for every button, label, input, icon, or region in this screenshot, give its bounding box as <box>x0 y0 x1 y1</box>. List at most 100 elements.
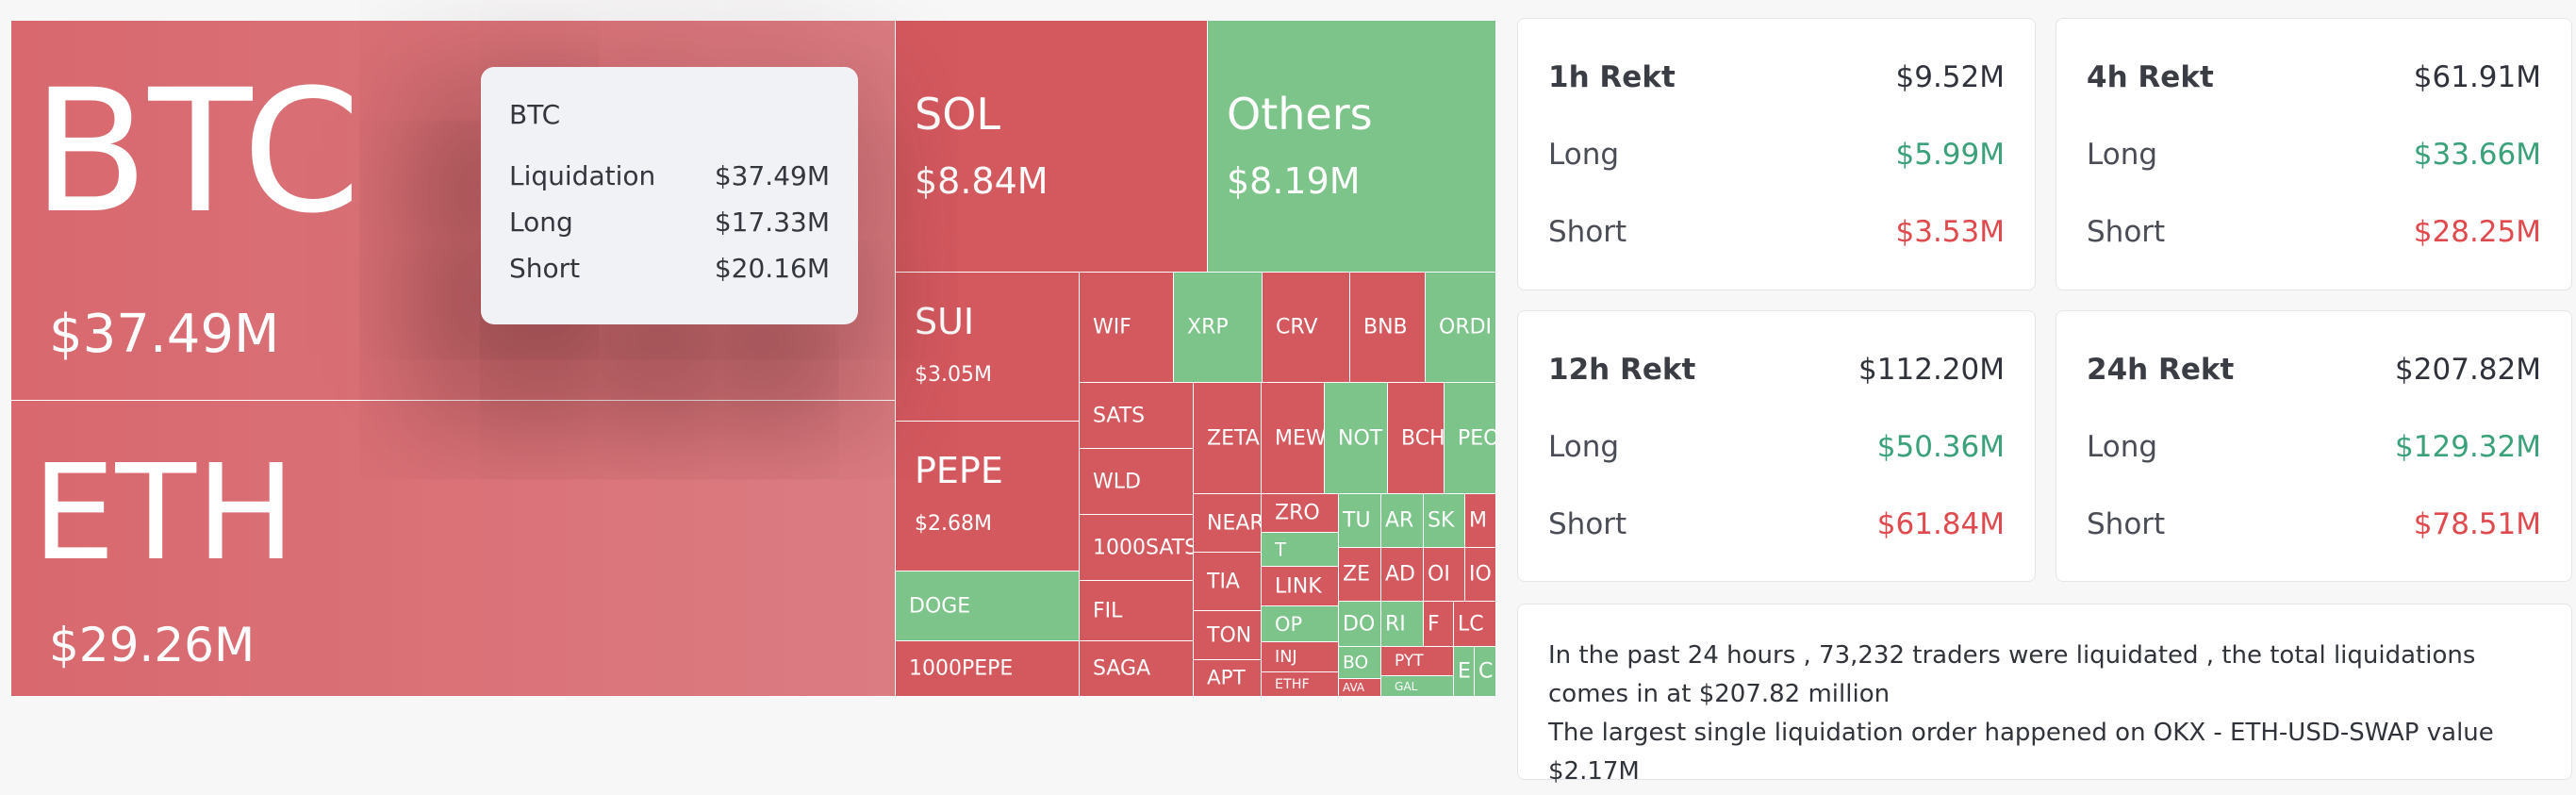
tile-symbol: SATS <box>1093 404 1146 427</box>
long-value: $33.66M <box>2413 138 2541 172</box>
short-label: Short <box>1548 215 1627 249</box>
tile-eth[interactable]: ETH $29.26M <box>11 401 896 697</box>
tile-value: $8.84M <box>915 160 1049 202</box>
tile-symbol: TON <box>1207 623 1252 647</box>
long-label: Long <box>2087 138 2158 172</box>
tile-ava[interactable]: AVA <box>1339 679 1381 697</box>
tile-symbol: ETH <box>32 437 296 590</box>
tooltip-title: BTC <box>509 99 561 130</box>
long-value: $5.99M <box>1895 138 2006 172</box>
tile-do[interactable]: DO <box>1339 602 1381 647</box>
card-total: $61.91M <box>2413 60 2541 94</box>
tile-fil[interactable]: FIL <box>1080 581 1194 641</box>
long-label: Long <box>1548 138 1620 172</box>
tile-near[interactable]: NEAR <box>1194 494 1262 553</box>
tile-lc[interactable]: LC <box>1454 602 1496 647</box>
tile-saga[interactable]: SAGA <box>1080 641 1194 697</box>
tile-symbol: FIL <box>1093 599 1123 622</box>
tile-ar[interactable]: AR <box>1381 494 1424 548</box>
tile-symbol: BCH <box>1401 426 1445 450</box>
tile-symbol: IO <box>1469 562 1492 587</box>
tile-bch[interactable]: BCH <box>1388 383 1445 494</box>
tile-ad[interactable]: AD <box>1381 548 1424 602</box>
tile-1000pepe[interactable]: 1000PEPE <box>896 641 1080 697</box>
tile-symbol: INJ <box>1275 647 1297 667</box>
tile-ordi[interactable]: ORDI <box>1426 273 1496 383</box>
tile-symbol: TU <box>1343 508 1371 533</box>
tile-sats[interactable]: SATS <box>1080 383 1194 449</box>
long-value: $129.32M <box>2395 430 2541 464</box>
tile-xrp[interactable]: XRP <box>1174 273 1263 383</box>
tile-gal[interactable]: GAL <box>1381 676 1454 697</box>
short-value: $28.25M <box>2413 215 2541 249</box>
tile-ze[interactable]: ZE <box>1339 548 1381 602</box>
tile-oi[interactable]: OI <box>1424 548 1465 602</box>
tile-crv[interactable]: CRV <box>1263 273 1350 383</box>
tile-symbol: AD <box>1385 562 1415 587</box>
tile-symbol: BO <box>1343 653 1369 672</box>
rekt-card-24h: 24h Rekt $207.82M Long $129.32M Short $78.5… <box>2056 310 2572 582</box>
tile-peo[interactable]: PEO <box>1445 383 1496 494</box>
rekt-card-12h: 12h Rekt $112.20M Long $50.36M Short $61.84… <box>1517 310 2036 582</box>
tile-symbol: T <box>1275 538 1287 560</box>
tile-doge[interactable]: DOGE <box>896 571 1080 641</box>
tile-symbol: WIF <box>1093 315 1131 340</box>
tile-symbol: PEO <box>1458 426 1496 450</box>
tile-m[interactable]: M <box>1465 494 1496 548</box>
summary-line-largest: The largest single liquidation order hap… <box>1548 719 2494 786</box>
tile-symbol: XRP <box>1187 315 1229 340</box>
short-label: Short <box>1548 507 1627 541</box>
tile-ethf[interactable]: ETHF <box>1262 672 1339 697</box>
tile-apt[interactable]: APT <box>1194 660 1262 697</box>
tile-symbol: ZETA <box>1207 426 1260 450</box>
tile-symbol: DO <box>1343 612 1376 636</box>
tile-f[interactable]: F <box>1424 602 1454 647</box>
treemap-tooltip: BTC Liquidation $37.49M Long $17.33M Sho… <box>481 67 858 324</box>
tile-value: $3.05M <box>915 363 992 387</box>
tile-ton[interactable]: TON <box>1194 611 1262 660</box>
tile-symbol: MEW <box>1275 426 1325 450</box>
tile-tu[interactable]: TU <box>1339 494 1381 548</box>
tile-value: $37.49M <box>49 304 280 365</box>
tile-bnb[interactable]: BNB <box>1350 273 1426 383</box>
tile-zro[interactable]: ZRO <box>1262 494 1339 533</box>
tile-tia[interactable]: TIA <box>1194 553 1262 611</box>
tile-bo[interactable]: BO <box>1339 647 1381 679</box>
tile-symbol: LC <box>1458 612 1484 636</box>
tile-symbol: M <box>1469 508 1487 533</box>
tooltip-label: Long <box>509 207 573 238</box>
tile-sk[interactable]: SK <box>1424 494 1465 548</box>
tooltip-value: $17.33M <box>714 207 830 238</box>
tile-pepe[interactable]: PEPE $2.68M <box>896 422 1080 571</box>
tile-io[interactable]: IO <box>1465 548 1496 602</box>
tile-zeta[interactable]: ZETA <box>1194 383 1262 494</box>
tile-not[interactable]: NOT <box>1325 383 1388 494</box>
tile-t[interactable]: T <box>1262 533 1339 567</box>
tile-sol[interactable]: SOL $8.84M <box>896 21 1208 273</box>
tile-symbol: Others <box>1227 89 1373 140</box>
tile-wif[interactable]: WIF <box>1080 273 1174 383</box>
card-total: $112.20M <box>1858 353 2005 387</box>
tile-symbol: NOT <box>1338 426 1383 450</box>
card-title: 1h Rekt <box>1548 60 1676 94</box>
tile-e[interactable]: E <box>1454 647 1475 697</box>
tile-symbol: E <box>1458 659 1471 684</box>
long-value: $50.36M <box>1876 430 2005 464</box>
tile-ri[interactable]: RI <box>1381 602 1424 647</box>
tile-value: $2.68M <box>915 512 992 536</box>
tile-c[interactable]: C <box>1475 647 1496 697</box>
tile-1000sats[interactable]: 1000SATS <box>1080 515 1194 581</box>
tile-pyt[interactable]: PYT <box>1381 647 1454 676</box>
tile-symbol: 1000SATS <box>1093 536 1194 559</box>
tile-symbol: BNB <box>1363 315 1408 340</box>
tile-wld[interactable]: WLD <box>1080 449 1194 515</box>
tile-inj[interactable]: INJ <box>1262 642 1339 672</box>
tile-link[interactable]: LINK <box>1262 567 1339 606</box>
tile-symbol: 1000PEPE <box>909 656 1014 681</box>
tile-op[interactable]: OP <box>1262 606 1339 642</box>
tile-others[interactable]: Others $8.19M <box>1208 21 1496 273</box>
tile-sui[interactable]: SUI $3.05M <box>896 273 1080 422</box>
rekt-card-1h: 1h Rekt $9.52M Long $5.99M Short $3.53M <box>1517 18 2036 290</box>
tile-mew[interactable]: MEW <box>1262 383 1325 494</box>
tile-symbol: APT <box>1207 666 1246 690</box>
